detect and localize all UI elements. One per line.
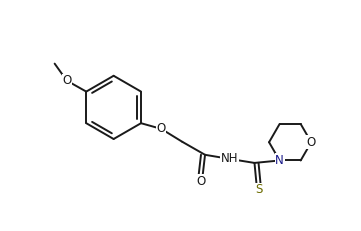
Text: O: O [306,136,316,149]
Text: N: N [275,154,284,167]
Text: S: S [255,183,262,196]
Text: N: N [275,154,284,167]
Text: NH: NH [221,152,238,165]
Text: O: O [196,175,205,188]
Text: O: O [157,122,166,135]
Text: O: O [62,74,71,87]
